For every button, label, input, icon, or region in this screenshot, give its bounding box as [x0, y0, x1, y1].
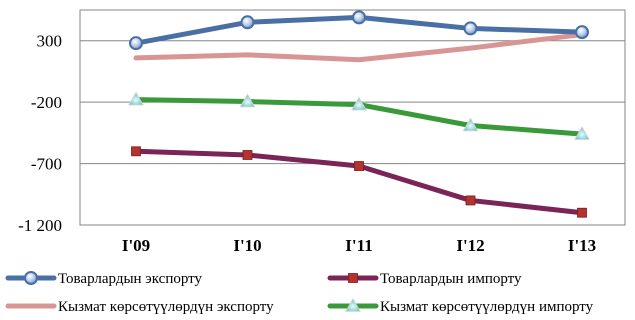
- y-tick-label: -1 200: [18, 216, 62, 235]
- legend-item: Товарлардын экспорту: [5, 271, 203, 287]
- y-axis-ticks: 300 -200 -700 -1 200: [18, 32, 62, 235]
- data-point: [465, 195, 476, 206]
- series-2: [131, 146, 587, 218]
- data-point: [239, 93, 256, 108]
- series-line: [133, 148, 585, 216]
- x-axis-ticks: I'09 I'10 I'11 I'12 I'13: [122, 236, 596, 255]
- legend-label: Товарлардын импорту: [380, 271, 522, 287]
- plot-area: [79, 9, 626, 226]
- y-tick-label: -700: [31, 155, 62, 174]
- data-point: [24, 271, 38, 285]
- series-line: [133, 32, 585, 63]
- y-tick-label: -200: [31, 93, 62, 112]
- series-1: [129, 10, 589, 51]
- x-tick-label: I'11: [345, 236, 372, 255]
- data-point: [128, 91, 144, 106]
- y-tick-label: 300: [37, 32, 63, 51]
- data-point: [463, 21, 478, 36]
- x-tick-label: I'09: [122, 236, 150, 255]
- data-point: [345, 297, 361, 312]
- legend-label: Товарлардын экспорту: [58, 271, 203, 287]
- data-point: [351, 96, 367, 111]
- legend-item: Товарлардын импорту: [327, 271, 522, 287]
- data-point: [240, 15, 255, 30]
- data-point: [575, 25, 589, 40]
- data-point: [352, 10, 366, 25]
- data-point: [242, 150, 253, 160]
- x-tick-label: I'12: [456, 236, 484, 255]
- series-4: [128, 91, 590, 140]
- data-point: [462, 117, 479, 132]
- legend-item: Кызмат көрсөтүүлөрдүн экспорту: [5, 299, 274, 315]
- data-point: [131, 146, 141, 157]
- legend-label: Кызмат көрсөтүүлөрдүн экспорту: [58, 299, 274, 315]
- x-tick-label: I'13: [568, 236, 596, 255]
- data-point: [348, 273, 358, 283]
- legend: Товарлардын экспорту Товарлардын импорту К…: [5, 271, 594, 315]
- data-point: [574, 126, 590, 140]
- series-3: [133, 32, 585, 63]
- legend-item: Кызмат көрсөтүүлөрдүн импорту: [327, 297, 594, 315]
- series-lines: [128, 10, 590, 218]
- legend-label: Кызмат көрсөтүүлөрдүн импорту: [380, 299, 594, 315]
- data-point: [354, 161, 364, 171]
- x-tick-label: I'10: [233, 236, 261, 255]
- data-point: [129, 36, 143, 51]
- data-point: [577, 207, 587, 218]
